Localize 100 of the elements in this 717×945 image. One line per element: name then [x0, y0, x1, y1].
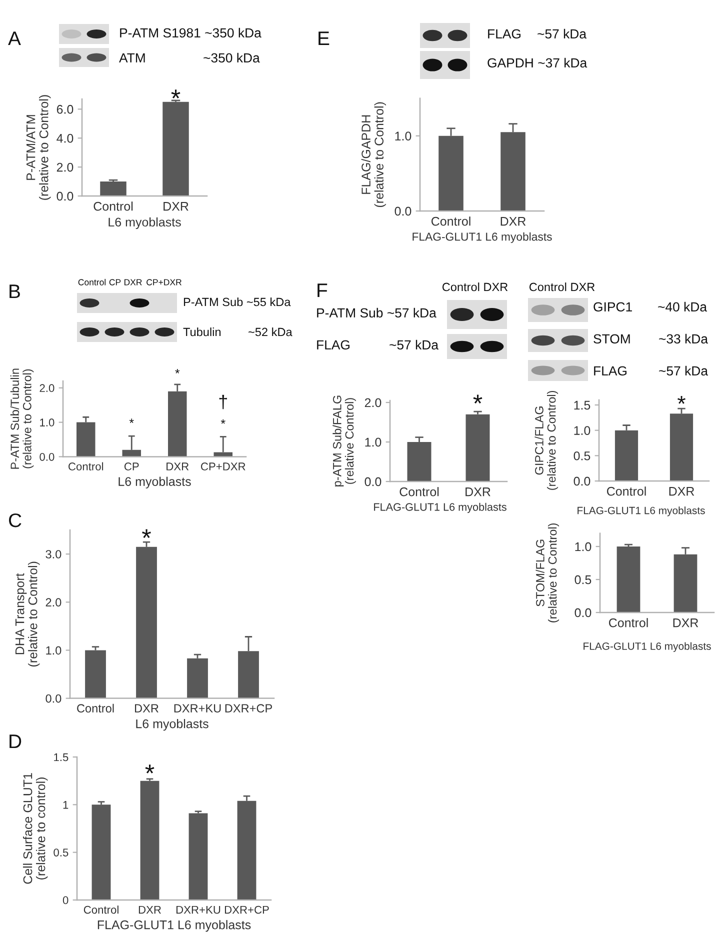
y-tick-label: 0.0 [40, 452, 54, 461]
x-axis-title: FLAG-GLUT1 L6 myoblasts [584, 642, 711, 652]
annotation: * [171, 90, 180, 98]
annotation: * [678, 396, 686, 404]
x-axis-title: FLAG-GLUT1 L6 myoblasts [98, 920, 251, 932]
bar [187, 658, 208, 698]
y-axis-title: P-ATM/ATM (relative to Control) [26, 95, 51, 200]
text: Tubulin [183, 327, 221, 336]
y-tick-label: 1.0 [574, 426, 590, 435]
chart-title: C [8, 513, 22, 528]
y-tick-label: 0.5 [574, 575, 592, 584]
x-axis-title: L6 myoblasts [118, 476, 191, 488]
y-tick-label: 1.0 [395, 132, 412, 141]
x-tick-label: DXR+KU [176, 906, 220, 914]
bar [188, 813, 208, 900]
y-tick-label: 2.0 [40, 384, 54, 392]
y-axis-title: GIPC1/FLAG (relative to Control) [534, 390, 558, 490]
x-tick-label: DXR+KU [174, 704, 221, 713]
text: P-ATM Sub ~55 kDa [184, 297, 291, 306]
y-tick-label: 0.0 [46, 694, 62, 703]
x-tick-label: DXR [669, 487, 694, 496]
x-tick-label: Control [400, 487, 439, 496]
text: FLAG [488, 29, 520, 39]
x-tick-label: DXR [135, 704, 158, 712]
text: FLAG [317, 340, 350, 350]
y-tick-label: 0.5 [54, 848, 68, 856]
x-tick-label: DXR [138, 906, 161, 914]
y-tick-label: 1.0 [365, 438, 382, 447]
y-tick-label: 0.0 [574, 476, 590, 486]
x-axis-title: FLAG-GLUT1 L6 myoblasts [374, 502, 506, 513]
text: ~57 kDa [659, 366, 708, 376]
text: FLAG [594, 366, 626, 376]
y-axis-title: DHA Transport (relative to Control) [15, 562, 40, 667]
x-tick-label: Control [606, 486, 646, 496]
text: DXR [124, 279, 142, 286]
text: P-ATM Sub ~57 kDa [317, 308, 436, 318]
y-tick-label: 1.5 [54, 753, 68, 762]
bar [237, 800, 256, 900]
y-tick-label: 0.0 [394, 206, 412, 216]
y-tick-label: 3.0 [46, 550, 62, 558]
annotation: * [129, 418, 134, 424]
x-tick-label: Control [84, 906, 118, 914]
y-tick-label: 2.0 [46, 598, 62, 607]
chart-title: D [10, 734, 22, 748]
text: Control DXR [529, 282, 595, 292]
text: Control DXR [442, 282, 508, 292]
y-axis-title: Cell Surface GLUT1 (relative to control) [23, 773, 48, 884]
y-tick-label: 0.0 [574, 608, 592, 618]
text: CP [109, 279, 121, 286]
x-tick-label: DXR [166, 462, 189, 470]
x-tick-label: DXR+CP [224, 906, 269, 914]
text: ~57 kDa [538, 28, 587, 39]
text: STOM [594, 334, 630, 344]
y-tick-label: 0 [62, 896, 68, 904]
chart-title: B [10, 284, 20, 298]
bar [140, 780, 160, 900]
text: P-ATM S1981 ~350 kDa [120, 28, 262, 38]
annotation: * [473, 394, 482, 404]
y-tick-label: 4.0 [56, 134, 74, 143]
text: GAPDH ~37 kDa [488, 58, 588, 68]
y-tick-label: 1.5 [574, 400, 590, 410]
y-tick-label: 0.0 [364, 477, 382, 486]
y-axis-title: STOM/FLAG (relative to Control) [536, 523, 560, 622]
y-tick-label: 1.0 [40, 418, 54, 426]
annotation: † [219, 394, 227, 410]
text: ~350 kDa [204, 52, 260, 63]
y-tick-label: 1 [63, 801, 68, 809]
y-tick-label: 0.0 [56, 192, 74, 201]
bar [85, 650, 106, 698]
y-axis-title: p-ATM Sub/FALG (relative Control) [332, 396, 356, 486]
bar [92, 804, 111, 900]
x-tick-label: CP+DXR [200, 462, 246, 470]
x-axis-title: FLAG-GLUT1 L6 myoblasts [412, 232, 552, 243]
x-tick-label: DXR [466, 488, 490, 496]
text: ~33 kDa [659, 334, 708, 344]
chart-title: A [8, 32, 21, 46]
y-tick-label: 0.5 [574, 451, 590, 460]
y-axis-title: FLAG/GAPDH (relative to Control) [361, 102, 386, 208]
x-tick-label: DXR+CP [225, 704, 272, 713]
annotation: * [220, 419, 226, 424]
chart-title: E [318, 32, 330, 46]
bar [136, 546, 157, 698]
text: CP+DXR [146, 279, 182, 286]
annotation: * [142, 529, 151, 538]
y-tick-label: 2.0 [56, 162, 74, 172]
x-tick-label: Control [68, 462, 104, 470]
x-axis-title: L6 myoblasts [136, 719, 208, 731]
x-axis-title: FLAG-GLUT1 L6 myoblasts [578, 506, 705, 516]
text: Control [78, 278, 106, 286]
text: ~57 kDa [390, 340, 439, 350]
text: ~52 kDa [248, 327, 292, 336]
bar [76, 422, 96, 457]
y-tick-label: 2.0 [364, 398, 382, 408]
y-tick-label: 6.0 [56, 104, 74, 114]
text: ATM [119, 53, 145, 62]
x-tick-label: Control [77, 704, 114, 713]
y-tick-label: 1.0 [575, 542, 592, 552]
x-axis-title: L6 myoblasts [108, 217, 181, 230]
y-axis-title: P-ATM Sub/Tubulin (relative to Control) [10, 368, 34, 469]
text: ~40 kDa [658, 302, 707, 312]
